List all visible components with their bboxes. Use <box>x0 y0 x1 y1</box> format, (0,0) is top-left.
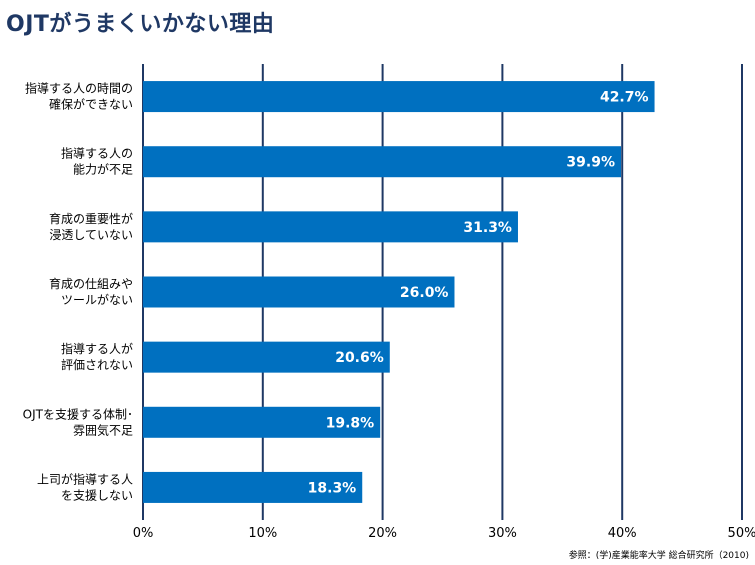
bar <box>143 211 518 243</box>
category-label: 育成の重要性が <box>49 211 133 226</box>
value-label: 42.7% <box>600 90 649 106</box>
category-label: 確保ができない <box>49 97 133 112</box>
x-tick-label: 0% <box>133 526 154 541</box>
category-label: 浸透していない <box>49 228 133 242</box>
value-label: 18.3% <box>308 480 357 496</box>
category-label: OJTを支援する体制･ <box>23 407 133 421</box>
x-tick-label: 10% <box>248 526 277 541</box>
value-label: 26.0% <box>400 285 449 301</box>
bar <box>143 81 655 113</box>
bar <box>143 471 363 503</box>
category-label: を支援しない <box>61 488 133 502</box>
value-label: 19.8% <box>326 415 375 431</box>
bars: 42.7% 39.9% 31.3% 26.0% 20.6% 19.8% 18.3% <box>143 81 655 503</box>
value-label: 20.6% <box>335 350 384 366</box>
category-label: 上司が指導する人 <box>37 471 133 486</box>
category-label: 指導する人の <box>61 146 133 161</box>
bar <box>143 341 390 373</box>
source-note: 参照：(学)産業能率大学 総合研究所（2010) <box>568 551 749 561</box>
value-label: 31.3% <box>463 220 512 236</box>
category-label: 能力が不足 <box>73 162 133 177</box>
x-tick-labels: 0% 10% 20% 30% 40% 50% <box>133 526 755 541</box>
category-labels: 指導する人の時間の確保ができない指導する人の能力が不足育成の重要性が浸透していな… <box>23 81 133 503</box>
category-label: ツールがない <box>61 292 133 307</box>
x-tick-label: 40% <box>608 526 637 541</box>
value-label: 39.9% <box>566 155 615 171</box>
category-label: 指導する人が <box>61 341 133 356</box>
chart-title: OJTがうまくいかない理由 <box>6 12 275 37</box>
x-tick-label: 20% <box>368 526 397 541</box>
bar <box>143 406 381 438</box>
category-label: 指導する人の時間の <box>25 81 133 96</box>
x-tick-label: 50% <box>728 526 755 541</box>
bar <box>143 146 622 178</box>
bar <box>143 276 455 308</box>
category-label: 雰囲気不足 <box>73 422 133 437</box>
category-label: 評価されない <box>61 357 133 372</box>
x-tick-label: 30% <box>488 526 517 541</box>
category-label: 育成の仕組みや <box>49 276 133 291</box>
